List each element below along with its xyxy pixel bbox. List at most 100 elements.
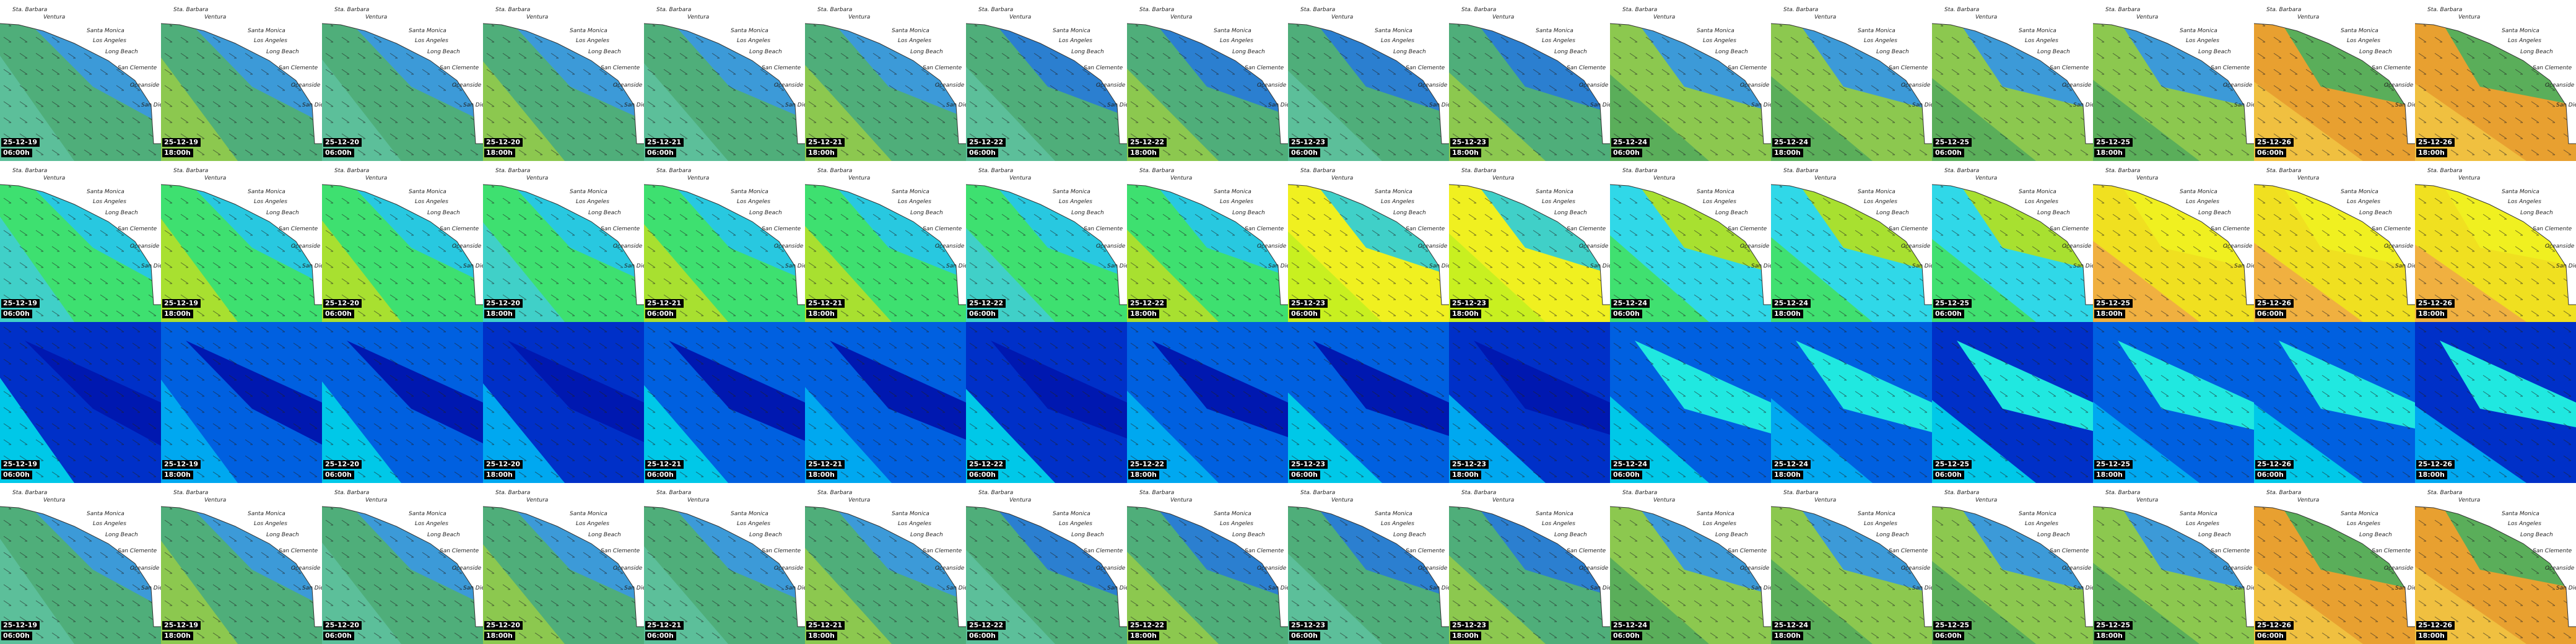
date-box: [1933, 299, 1972, 308]
date-box: [2255, 138, 2294, 147]
place-label: Santa Monica: [1053, 28, 1090, 34]
place-label: Sta. Barbara: [1783, 490, 1818, 496]
place-label: Oceanside: [2062, 565, 2092, 572]
date-label: 25-12-21: [808, 138, 842, 146]
coastline: [1770, 184, 1932, 305]
time-box: [2255, 632, 2286, 640]
place-label: San Diego: [946, 263, 975, 269]
date-box: [967, 621, 1006, 630]
place-label: Long Beach: [749, 532, 782, 538]
time-label: 06:00h: [2257, 632, 2284, 640]
land: [1771, 161, 1932, 305]
place-label: Sta. Barbara: [495, 168, 530, 174]
place-label: Santa Monica: [1214, 28, 1251, 34]
coastline: [804, 184, 966, 305]
coastline: [1931, 23, 2093, 144]
place-label: Los Angeles: [2508, 38, 2541, 44]
place-label: San Diego: [1751, 102, 1780, 108]
place-label: San Diego: [141, 263, 170, 269]
coastline: [1126, 23, 1288, 144]
place-label: Oceanside: [2223, 565, 2253, 572]
time-box: [967, 471, 998, 479]
land: [2415, 161, 2576, 305]
date-label: 25-12-20: [486, 138, 520, 146]
coastline: [321, 184, 483, 305]
date-box: [162, 460, 201, 469]
land: [2093, 0, 2254, 144]
place-label: Los Angeles: [254, 38, 287, 44]
place-label: San Clemente: [1889, 548, 1928, 554]
place-label: Long Beach: [105, 49, 138, 55]
place-label: San Clemente: [1406, 65, 1445, 71]
date-label: 25-12-24: [1774, 299, 1808, 307]
place-label: Los Angeles: [1542, 38, 1575, 44]
map-tile: 25-12-22 18:00h: [1127, 322, 1288, 483]
place-label: Ventura: [1492, 175, 1514, 181]
time-box: [1611, 310, 1642, 318]
date-label: 25-12-26: [2418, 299, 2452, 307]
place-label: San Clemente: [1728, 65, 1767, 71]
time-label: 18:00h: [808, 632, 835, 640]
date-label: 25-12-21: [647, 138, 681, 146]
map-tile: 25-12-26 06:00h: [2254, 322, 2415, 483]
date-label: 25-12-23: [1291, 460, 1325, 468]
place-label: Oceanside: [613, 82, 643, 89]
place-label: Sta. Barbara: [1461, 7, 1496, 13]
date-box: [1, 621, 40, 630]
place-label: Santa Monica: [2341, 28, 2378, 34]
land: [644, 0, 805, 144]
place-label: San Clemente: [440, 226, 479, 232]
place-label: Santa Monica: [570, 511, 607, 517]
place-label: Long Beach: [266, 532, 299, 538]
place-label: Ventura: [687, 175, 709, 181]
place-label: Ventura: [1653, 14, 1675, 20]
place-label: Oceanside: [1740, 82, 1770, 89]
coastline: [1287, 506, 1449, 627]
land: [1449, 0, 1610, 144]
place-label: Long Beach: [427, 49, 460, 55]
wind-arrows: [322, 322, 483, 483]
date-label: 25-12-20: [486, 299, 520, 307]
time-box: [1450, 310, 1481, 318]
coastline: [1287, 184, 1449, 305]
place-label: Oceanside: [1740, 565, 1770, 572]
time-box: [1933, 471, 1964, 479]
date-label: 25-12-20: [325, 138, 359, 146]
time-box: [2416, 471, 2447, 479]
place-label: Sta. Barbara: [334, 7, 369, 13]
land: [2093, 483, 2254, 627]
place-label: San Diego: [463, 263, 492, 269]
place-label: San Diego: [141, 102, 170, 108]
time-label: 06:00h: [647, 471, 674, 479]
time-label: 18:00h: [1452, 471, 1479, 479]
date-label: 25-12-22: [969, 621, 1003, 629]
place-label: Santa Monica: [248, 511, 285, 517]
date-box: [2094, 460, 2133, 469]
place-label: Oceanside: [1579, 82, 1609, 89]
map-tile: 25-12-19 06:00h: [0, 322, 161, 483]
date-box: [1450, 138, 1489, 147]
place-label: Santa Monica: [2180, 511, 2217, 517]
date-label: 25-12-25: [1935, 138, 1969, 146]
place-label: Oceanside: [613, 565, 643, 572]
place-label: Long Beach: [2198, 210, 2231, 216]
place-label: Long Beach: [2520, 49, 2553, 55]
map-tile: 25-12-24 18:00h: [1771, 322, 1932, 483]
place-label: Ventura: [1653, 497, 1675, 503]
time-label: 06:00h: [1291, 632, 1318, 640]
date-box: [1128, 460, 1167, 469]
place-label: Santa Monica: [2019, 511, 2056, 517]
time-box: [2416, 149, 2447, 157]
place-label: San Clemente: [1889, 226, 1928, 232]
place-label: Sta. Barbara: [817, 168, 852, 174]
land: [1932, 0, 2093, 144]
